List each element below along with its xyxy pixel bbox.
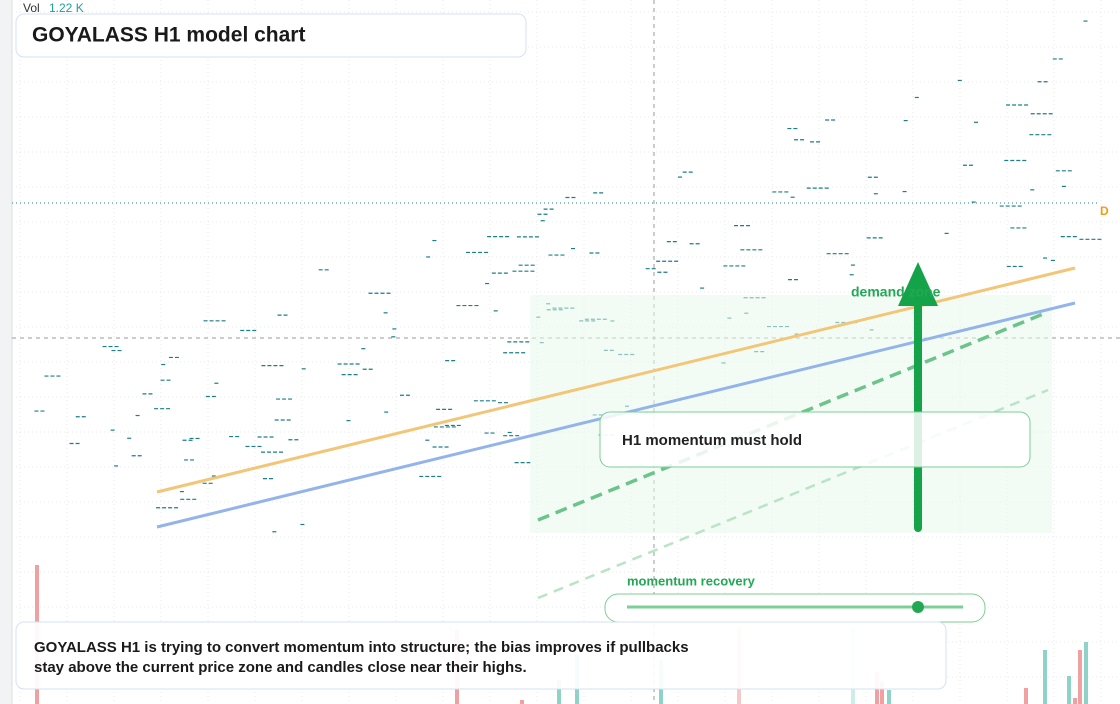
- volume-bar: [1043, 650, 1047, 704]
- volume-bar: [1067, 676, 1071, 704]
- volume-bar: [557, 680, 561, 704]
- slider-knob: [912, 601, 924, 613]
- caption-line: GOYALASS H1 is trying to convert momentu…: [34, 639, 689, 656]
- volume-bar: [1078, 650, 1082, 704]
- title: GOYALASS H1 model chart: [32, 24, 305, 47]
- arrow-head: [898, 262, 938, 306]
- callout-box: [599, 411, 1031, 468]
- caption-line: stay above the current price zone and ca…: [34, 659, 527, 676]
- zone-label: demand zone: [851, 284, 941, 300]
- callout-text: H1 momentum must hold: [622, 432, 802, 449]
- projection-line-faint: [537, 388, 1049, 600]
- caption-box: [15, 621, 947, 690]
- volume-bar: [1084, 642, 1088, 704]
- volume-bar: [1073, 698, 1077, 704]
- left-scale: [0, 0, 12, 704]
- vol-value: 1.22 K: [49, 1, 84, 15]
- candles: [34, 20, 1102, 533]
- volume-bar: [1024, 688, 1028, 704]
- volume-bar: [880, 682, 884, 704]
- volume-bar: [887, 690, 891, 704]
- volume-bar: [520, 700, 524, 704]
- title-box: [15, 13, 527, 58]
- marker: D: [1100, 204, 1109, 218]
- slider-label: momentum recovery: [627, 573, 756, 588]
- vol-label: Vol: [23, 1, 40, 15]
